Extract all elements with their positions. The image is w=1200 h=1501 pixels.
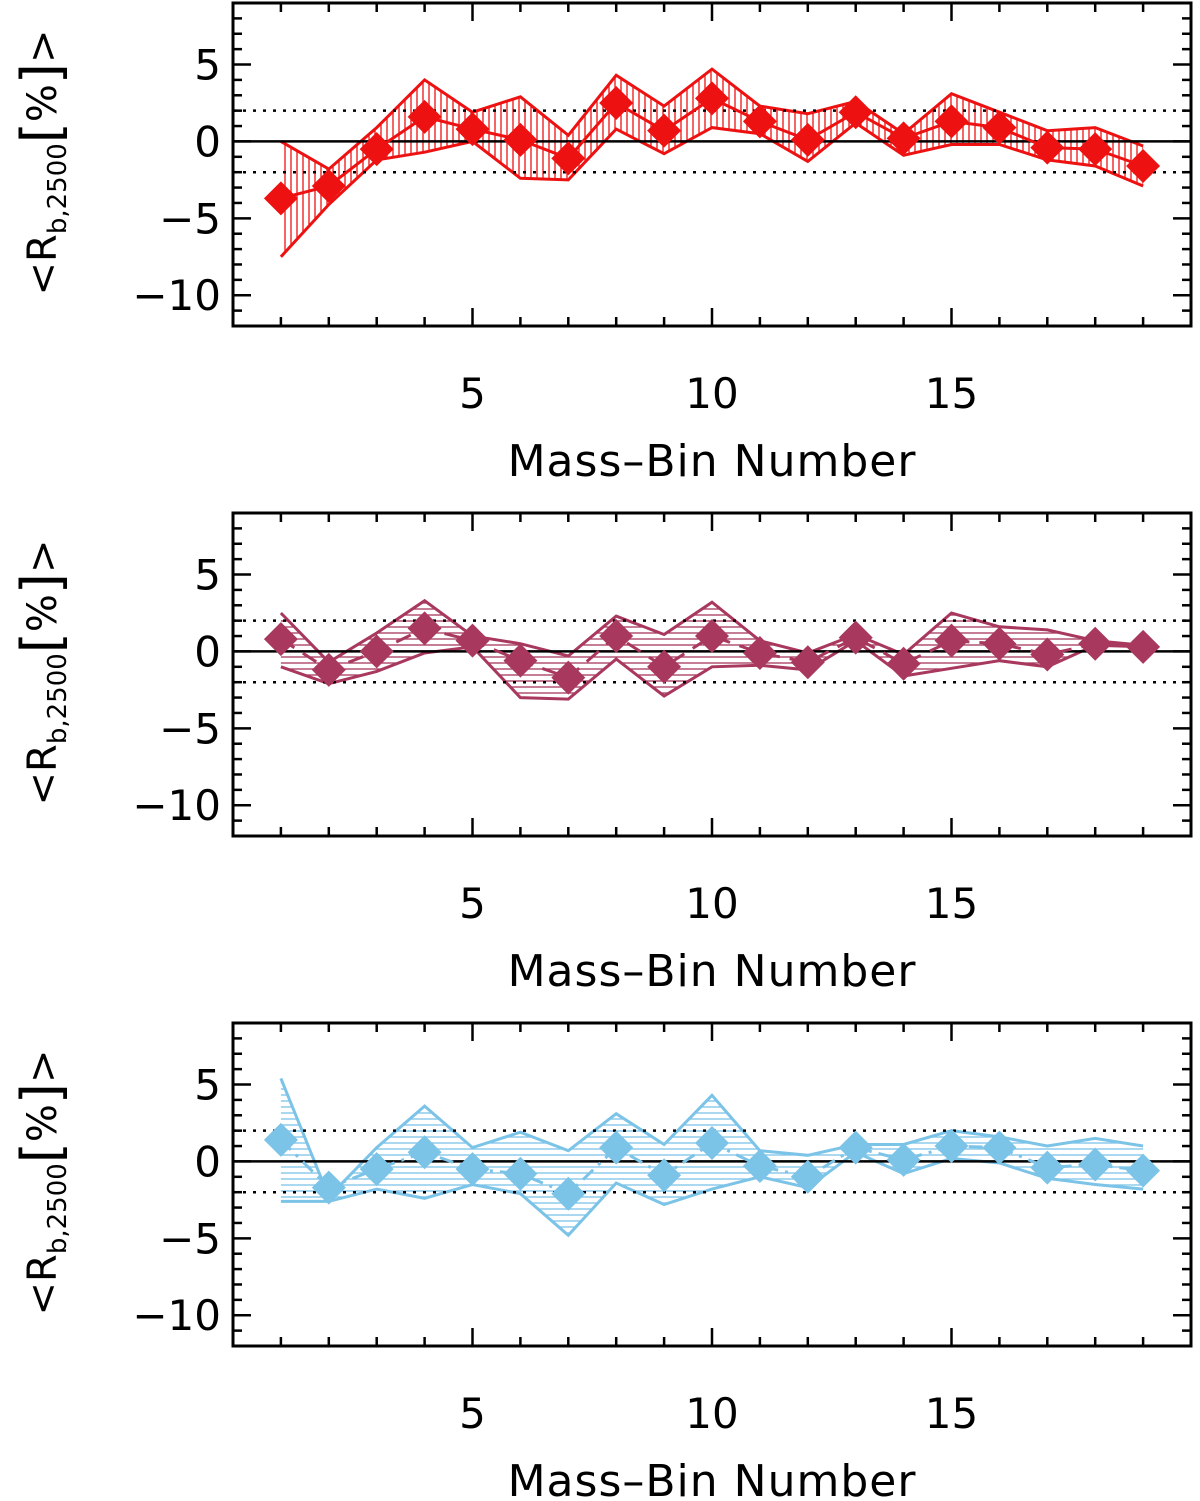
data-point bbox=[503, 643, 538, 678]
error-band bbox=[280, 69, 1144, 257]
data-point bbox=[742, 104, 777, 139]
y-tick-label: 5 bbox=[194, 551, 221, 600]
data-point bbox=[982, 1130, 1017, 1165]
data-point bbox=[886, 121, 921, 156]
data-point bbox=[1078, 1147, 1113, 1182]
data-point bbox=[695, 81, 729, 116]
data-point bbox=[1078, 132, 1113, 167]
data-point bbox=[647, 1158, 682, 1193]
x-tick-label: 10 bbox=[685, 369, 738, 418]
y-axis-label: <Rb,2500[%]> bbox=[10, 30, 73, 296]
x-axis-label: Mass–Bin Number bbox=[508, 946, 917, 997]
data-point bbox=[311, 652, 346, 687]
data-point bbox=[263, 181, 298, 216]
data-point bbox=[359, 132, 394, 167]
data-point bbox=[790, 645, 825, 680]
data-point bbox=[934, 1129, 969, 1164]
chart-panel-2: 5 10 15 5 0 −5 −10 Mass–Bin Number <Rb,2500[%]> bbox=[10, 511, 1193, 997]
data-point bbox=[742, 1149, 777, 1184]
y-tick-label: 5 bbox=[194, 1061, 221, 1110]
y-axis-label: <Rb,2500[%]> bbox=[10, 540, 73, 806]
y-tick-label: 0 bbox=[194, 117, 221, 166]
x-tick-label: 10 bbox=[685, 879, 738, 928]
y-tick-label: −10 bbox=[132, 781, 221, 830]
data-point bbox=[695, 1125, 729, 1160]
data-point bbox=[1030, 130, 1065, 165]
data-point bbox=[599, 619, 634, 654]
y-tick-label: −10 bbox=[132, 1291, 221, 1340]
data-point bbox=[455, 112, 490, 147]
data-point bbox=[982, 110, 1017, 145]
y-tick-label: −10 bbox=[132, 271, 221, 320]
data-point bbox=[838, 1130, 873, 1165]
data-point bbox=[1030, 637, 1065, 672]
data-point bbox=[407, 1135, 442, 1170]
x-axis-label: Mass–Bin Number bbox=[508, 436, 917, 487]
data-point bbox=[1030, 1150, 1065, 1185]
data-point bbox=[407, 611, 442, 646]
data-point bbox=[982, 626, 1017, 661]
data-point bbox=[790, 122, 825, 157]
data-point bbox=[1126, 149, 1161, 184]
data-point bbox=[647, 113, 682, 148]
data-point bbox=[790, 1159, 825, 1194]
data-point bbox=[503, 1156, 538, 1191]
data-point bbox=[455, 1152, 490, 1187]
x-tick-label: 15 bbox=[925, 1389, 978, 1438]
data-point bbox=[1126, 1153, 1161, 1188]
y-tick-label: −5 bbox=[159, 1214, 221, 1263]
chart-panel-1: 5 10 15 5 0 −5 −10 Mass–Bin Number <Rb,2500[%]> bbox=[10, 1, 1193, 487]
x-tick-label: 15 bbox=[925, 879, 978, 928]
data-point bbox=[599, 1130, 634, 1165]
x-tick-label: 15 bbox=[925, 369, 978, 418]
data-point bbox=[647, 649, 682, 684]
data-point bbox=[886, 646, 921, 681]
data-point bbox=[551, 660, 586, 695]
y-tick-label: −5 bbox=[159, 704, 221, 753]
data-point bbox=[311, 1170, 346, 1205]
data-point bbox=[551, 1176, 586, 1211]
data-point bbox=[359, 1152, 394, 1187]
data-point bbox=[551, 141, 586, 176]
plot-frame bbox=[231, 511, 1193, 838]
data-point bbox=[742, 635, 777, 670]
data-point bbox=[838, 95, 873, 130]
data-point bbox=[1126, 629, 1161, 664]
data-point bbox=[359, 634, 394, 669]
data-point bbox=[455, 623, 490, 658]
data-point bbox=[886, 1142, 921, 1177]
data-point bbox=[263, 622, 298, 657]
data-point bbox=[311, 169, 346, 204]
chart-panel-3: 5 10 15 5 0 −5 −10 Mass–Bin Number <Rb,2500[%]> bbox=[10, 1021, 1193, 1501]
data-point bbox=[407, 99, 442, 134]
y-tick-label: 5 bbox=[194, 41, 221, 90]
data-point bbox=[599, 85, 634, 120]
data-point bbox=[934, 623, 969, 658]
x-tick-label: 5 bbox=[459, 369, 486, 418]
y-tick-label: −5 bbox=[159, 194, 221, 243]
y-axis-label: <Rb,2500[%]> bbox=[10, 1050, 73, 1316]
x-axis-label: Mass–Bin Number bbox=[508, 1456, 917, 1501]
y-tick-label: 0 bbox=[194, 1137, 221, 1186]
data-point bbox=[838, 620, 873, 655]
x-tick-label: 5 bbox=[459, 879, 486, 928]
data-point bbox=[1078, 626, 1113, 661]
data-point bbox=[263, 1122, 298, 1157]
y-tick-label: 0 bbox=[194, 627, 221, 676]
x-tick-label: 10 bbox=[685, 1389, 738, 1438]
data-point bbox=[695, 619, 729, 654]
x-tick-label: 5 bbox=[459, 1389, 486, 1438]
data-point bbox=[934, 104, 969, 139]
data-point bbox=[503, 122, 538, 157]
